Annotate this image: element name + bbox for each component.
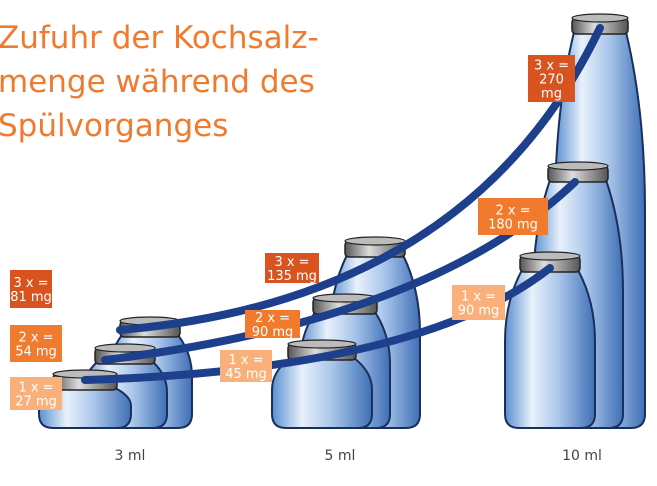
volume-label: 10 ml xyxy=(562,448,602,464)
callout-text: 27 mg xyxy=(15,395,57,410)
diagram: Zufuhr der Kochsalz-menge während des Spü… xyxy=(0,0,657,486)
title-line: Zufuhr der Kochsalz- xyxy=(0,20,319,56)
title-line: Spülvorganges xyxy=(0,108,228,144)
callout-text: 3 x = xyxy=(534,59,569,74)
bottle-body xyxy=(272,358,372,428)
callout-text: 54 mg xyxy=(15,345,57,360)
callout-text: 3 x = xyxy=(13,276,48,291)
callout-text: 1 x = xyxy=(18,381,53,396)
callout-text: 3 x = xyxy=(274,255,309,270)
volume-label: 5 ml xyxy=(325,448,356,464)
callout-text: 270 xyxy=(539,73,564,88)
callout-text: 1 x = xyxy=(228,353,263,368)
callout-text: 2 x = xyxy=(495,204,530,219)
cap-top xyxy=(520,252,580,260)
callout-text: 81 mg xyxy=(10,290,52,305)
callout-text: mg xyxy=(541,87,562,102)
title-line: menge während des xyxy=(0,64,315,100)
cap-top xyxy=(572,14,628,22)
callout-text: 90 mg xyxy=(458,304,500,319)
callout-text: 90 mg xyxy=(252,325,294,340)
callout-text: 1 x = xyxy=(461,290,496,305)
cap-top xyxy=(548,162,608,170)
callout-text: 2 x = xyxy=(18,331,53,346)
page: {"title": {"lines": ["Zufuhr der Kochsal… xyxy=(0,0,657,486)
cap-top xyxy=(288,340,356,348)
volume-label: 3 ml xyxy=(115,448,146,464)
callout-text: 180 mg xyxy=(488,218,538,233)
cap-top xyxy=(345,237,405,245)
callout-text: 2 x = xyxy=(255,311,290,326)
callout-text: 135 mg xyxy=(267,269,317,284)
callout-text: 45 mg xyxy=(225,367,267,382)
